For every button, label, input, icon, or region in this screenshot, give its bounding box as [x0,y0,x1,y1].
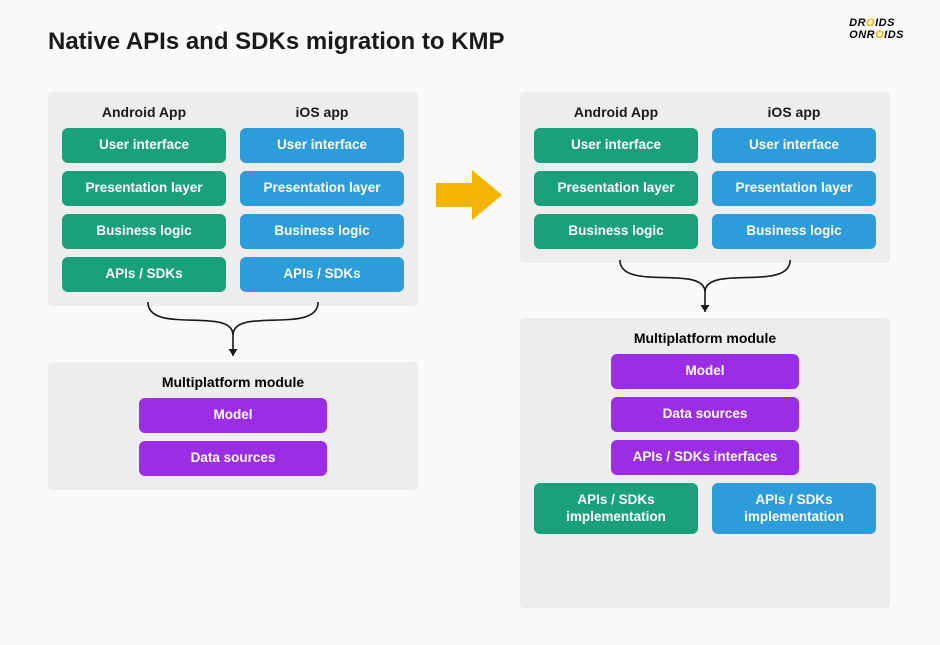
android-layer-pill: Business logic [534,214,698,249]
layer-rows: User interface User interface Presentation… [534,128,876,249]
module-title: Multiplatform module [534,330,876,346]
android-layer-pill: User interface [62,128,226,163]
header-ios: iOS app [240,104,404,120]
connector-left [48,300,418,364]
layer-row: Presentation layer Presentation layer [62,171,404,206]
module-pill: Data sources [611,397,799,432]
module-title: Multiplatform module [62,374,404,390]
module-pill: APIs / SDKs interfaces [611,440,799,475]
ios-layer-pill: User interface [240,128,404,163]
module-items: Model Data sources [62,398,404,476]
layer-row: User interface User interface [62,128,404,163]
impl-row: APIs / SDKs implementation APIs / SDKs im… [534,483,876,535]
header-android: Android App [62,104,226,120]
android-layer-pill: User interface [534,128,698,163]
panel-after-apps: Android App iOS app User interfaceUser i… [520,92,890,263]
layer-row: APIs / SDKs APIs / SDKs [62,257,404,292]
module-pill: Data sources [139,441,327,476]
module-pill: Model [611,354,799,389]
ios-layer-pill: Business logic [712,214,876,249]
layer-row: Business logic Business logic [62,214,404,249]
layer-row: Presentation layer Presentation layer [534,171,876,206]
header-android: Android App [534,104,698,120]
panel-before-module: Multiplatform module Model Data sources [48,362,418,490]
ios-layer-pill: Business logic [240,214,404,249]
android-layer-pill: Business logic [62,214,226,249]
column-headers: Android App iOS app [534,104,876,120]
header-ios: iOS app [712,104,876,120]
ios-layer-pill: User interface [712,128,876,163]
panel-before-apps: Android App iOS app User interfaceUser i… [48,92,418,306]
brand-logo: DROIDS ONROIDS [849,18,904,41]
android-layer-pill: Presentation layer [62,171,226,206]
logo-line2: ONROIDS [849,30,904,42]
layer-rows: User interface User interface Presentation… [62,128,404,292]
ios-layer-pill: Presentation layer [240,171,404,206]
android-layer-pill: APIs / SDKs [62,257,226,292]
migration-arrow-icon [434,168,504,222]
module-items: Model Data sources APIs / SDKs interfaces [534,354,876,475]
android-impl-pill: APIs / SDKs implementation [534,483,698,535]
ios-layer-pill: Presentation layer [712,171,876,206]
column-headers: Android App iOS app [62,104,404,120]
module-pill: Model [139,398,327,433]
layer-row: Business logic Business logic [534,214,876,249]
ios-layer-pill: APIs / SDKs [240,257,404,292]
connector-right [520,258,890,320]
layer-row: User interface User interface [534,128,876,163]
page-title: Native APIs and SDKs migration to KMP [48,28,505,56]
ios-impl-pill: APIs / SDKs implementation [712,483,876,535]
android-layer-pill: Presentation layer [534,171,698,206]
panel-after-module: Multiplatform module Model Data sources AP… [520,318,890,608]
